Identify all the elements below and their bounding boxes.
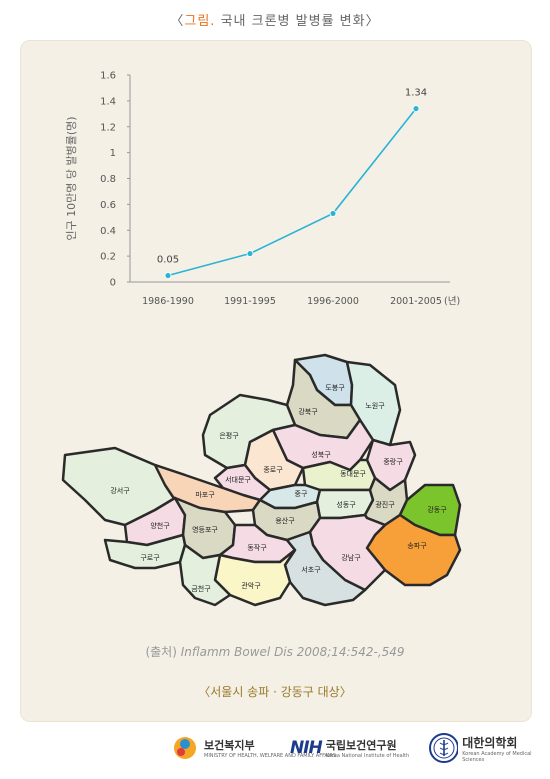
caduceus-icon [429,733,459,763]
district-label: 구로구 [140,554,160,562]
x-tick-label: 1991-1995 [224,296,276,307]
district-label: 영등포구 [192,525,218,534]
district-label: 송파구 [407,541,427,550]
x-unit-label: (년) [444,296,460,307]
y-axis-label: 인구 10만명 당 발병률(명) [65,116,78,240]
mohw-sub: MINISTRY OF HEALTH, WELFARE AND FAMILY A… [204,753,337,759]
district-label: 강서구 [110,486,130,495]
mohw-name: 보건복지부 [204,739,255,752]
district-금천구 [178,543,232,607]
district-label: 노원구 [365,401,385,410]
logo-strip: 보건복지부 MINISTRY OF HEALTH, WELFARE AND FAM… [170,728,550,768]
district-label: 도봉구 [325,384,345,392]
data-point [329,210,337,217]
data-label: 1.34 [405,88,427,99]
district-label: 서대문구 [225,475,251,484]
kams-name: 대한의학회 [462,735,518,750]
source-citation: (출처) Inflamm Bowel Dis 2008;14:542-,549 [0,643,550,660]
mohw-logo-icon [174,737,196,759]
y-tick-label: 1.6 [100,71,116,82]
district-label: 강북구 [298,407,318,416]
district-label: 성동구 [336,500,356,509]
district-label: 동작구 [247,543,267,552]
district-label: 중구 [295,490,308,498]
nih-sub: Korea National Institute of Health [325,753,410,759]
district-label: 강동구 [427,505,447,514]
source-prefix: (출처) [145,645,181,659]
district-label: 종로구 [263,466,283,474]
data-point [164,272,172,279]
figure-title: 〈그림. 국내 크론병 발병률 변화〉 [0,10,550,29]
x-tick-label: 1996-2000 [307,296,359,307]
data-label: 0.05 [157,255,179,266]
district-label: 관악구 [241,581,261,590]
title-bracket-close: 〉 [365,14,380,29]
district-label: 광진구 [375,500,395,509]
data-point [412,105,420,113]
y-tick-label: 0.2 [100,252,116,263]
y-tick-label: 0.8 [100,174,116,185]
title-bracket-open: 〈 [170,14,185,29]
district-label: 중랑구 [383,458,403,466]
incidence-series-line [167,108,417,277]
nih-logo-icon: NIH [290,738,323,758]
district-label: 금천구 [191,584,211,593]
y-tick-label: 0.4 [100,226,116,237]
district-label: 서초구 [301,565,321,574]
x-tick-label: 1986-1990 [142,296,194,307]
figure-panel [20,40,532,722]
mohw-logo: 보건복지부 MINISTRY OF HEALTH, WELFARE AND FAM… [170,728,336,768]
x-tick-label: 2001-2005 [390,296,442,307]
district-label: 은평구 [219,431,239,440]
kams-logo: 대한의학회 Korean Academy of Medical Sciences [428,728,550,768]
incidence-line-chart: 0 0.2 0.4 0.6 0.8 1 1.2 1.4 1.6 1986-1990 1991-199… [65,71,460,308]
y-tick-label: 0 [110,278,116,289]
district-label: 동대문구 [340,470,366,478]
nih-name: 국립보건연구원 [325,739,397,752]
nih-logo: NIH 국립보건연구원 Korea National Institute of H… [290,728,409,768]
title-text: 국내 크론병 발병률 변화 [215,14,366,29]
data-point [246,250,254,257]
kams-sub: Korean Academy of Medical Sciences [462,750,532,763]
district-label: 성북구 [311,450,331,459]
district-label: 용산구 [275,516,295,525]
y-tick-label: 1 [110,148,116,159]
y-tick-label: 0.6 [100,200,116,211]
map-caption: 〈서울시 송파 · 강동구 대상〉 [198,685,352,699]
title-label: 그림. [184,14,216,29]
y-tick-label: 1.4 [100,96,116,107]
district-label: 양천구 [150,521,170,530]
source-journal: Inflamm Bowel Dis 2008;14:542-,549 [180,645,405,659]
y-tick-label: 1.2 [100,122,116,133]
district-label: 마포구 [195,490,215,499]
district-label: 강남구 [341,553,361,562]
